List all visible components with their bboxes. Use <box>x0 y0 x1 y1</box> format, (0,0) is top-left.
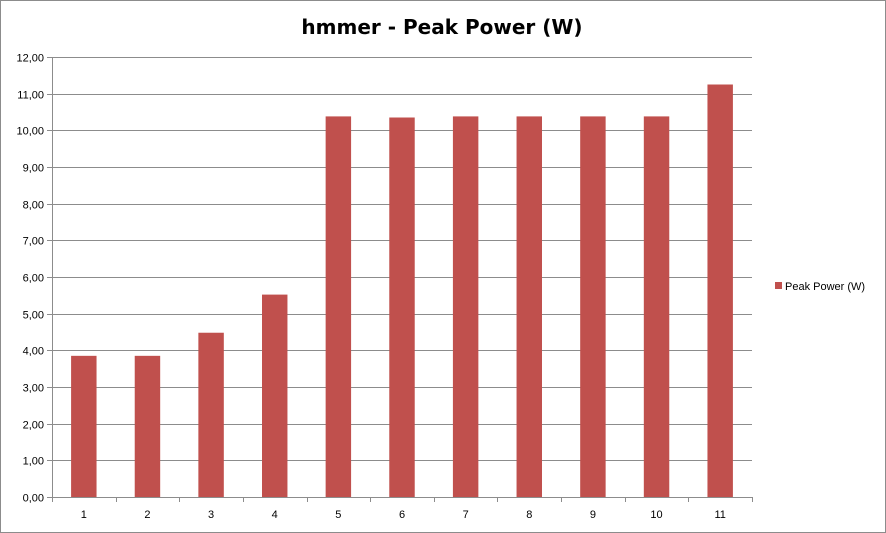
x-tick-label: 11 <box>714 509 725 521</box>
legend-swatch <box>775 282 782 289</box>
y-tick-label: 10,00 <box>16 126 44 138</box>
legend-label: Peak Power (W) <box>785 281 865 293</box>
bar-7 <box>452 116 479 498</box>
bar-6 <box>389 117 415 497</box>
x-tick-label: 7 <box>463 509 469 521</box>
bar-10 <box>643 116 670 498</box>
y-tick-label: 3,00 <box>23 383 44 395</box>
y-tick-label: 6,00 <box>23 273 44 285</box>
y-tick-label: 8,00 <box>23 200 44 212</box>
y-tick-label: 1,00 <box>23 456 44 468</box>
bar-1 <box>71 355 97 497</box>
bar-8 <box>516 116 542 498</box>
bar-3 <box>198 332 224 497</box>
y-tick-label: 7,00 <box>23 236 44 248</box>
x-tick-label: 6 <box>399 509 405 521</box>
y-tick-label: 12,00 <box>16 53 44 65</box>
bar-9 <box>580 116 606 498</box>
x-tick-label: 3 <box>208 509 214 521</box>
y-tick-label: 5,00 <box>23 310 44 322</box>
axes <box>47 57 753 502</box>
x-tick-label: 1 <box>81 509 87 521</box>
x-tick-label: 4 <box>272 509 278 521</box>
y-tick-label: 0,00 <box>23 493 44 505</box>
y-tick-labels: 0,00 1,00 2,00 3,00 4,00 5,00 6,00 7,00 8,00 9,00… <box>16 53 44 505</box>
x-tick-label: 8 <box>526 509 532 521</box>
bars <box>71 84 733 498</box>
bar-4 <box>262 294 288 497</box>
x-tick-label: 5 <box>335 509 341 521</box>
y-tick-label: 4,00 <box>23 346 44 358</box>
y-tick-label: 11,00 <box>17 90 44 102</box>
bar-5 <box>325 116 352 498</box>
y-tick-label: 2,00 <box>23 420 44 432</box>
y-tick-label: 9,00 <box>23 163 44 175</box>
bar-2 <box>134 355 161 497</box>
x-tick-label: 10 <box>650 509 662 521</box>
bar-11 <box>707 84 733 497</box>
x-tick-label: 2 <box>144 509 150 521</box>
legend: Peak Power (W) <box>775 281 865 293</box>
x-tick-label: 9 <box>590 509 596 521</box>
x-tick-labels: 1 2 3 4 5 6 7 8 9 10 11 <box>81 509 726 521</box>
chart-title: hmmer - Peak Power (W) <box>301 15 582 39</box>
